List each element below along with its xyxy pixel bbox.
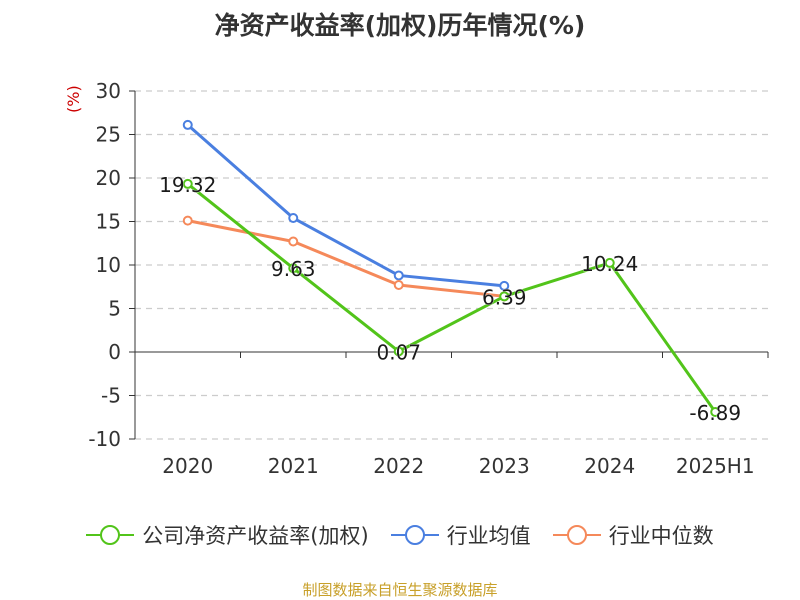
data-label: 9.63 <box>271 257 316 281</box>
legend-label-company: 公司净资产收益率(加权) <box>142 524 369 548</box>
y-tick-label: 0 <box>108 340 121 364</box>
data-point <box>499 280 510 291</box>
data-point <box>288 213 299 224</box>
y-tick-label: -5 <box>101 384 121 408</box>
legend-swatch-industry-median <box>552 523 601 547</box>
data-point <box>499 291 510 302</box>
data-point <box>393 270 404 281</box>
chart-legend: 公司净资产收益率(加权) 行业均值 行业中位数 <box>0 520 800 550</box>
series-line <box>186 219 506 298</box>
data-label: -6.89 <box>689 401 741 425</box>
data-source-note: 制图数据来自恒生聚源数据库 <box>302 581 498 599</box>
x-tick-label: 2025H1 <box>676 454 755 478</box>
data-point <box>604 257 615 268</box>
data-point <box>182 215 193 226</box>
data-point <box>182 119 193 130</box>
data-label: 10.24 <box>581 252 638 276</box>
legend-dot-industry-mean <box>404 525 425 545</box>
legend-item-company[interactable]: 公司净资产收益率(加权) <box>86 520 369 550</box>
data-label: 19.32 <box>159 173 216 197</box>
data-point <box>288 263 299 274</box>
legend-dot-company <box>100 525 121 545</box>
series-line <box>186 182 717 414</box>
x-tick-label: 2023 <box>479 454 530 478</box>
data-point <box>393 280 404 291</box>
x-tick-label: 2024 <box>584 454 635 478</box>
y-tick-label: 30 <box>96 79 121 103</box>
data-point <box>182 178 193 189</box>
legend-label-industry-mean: 行业均值 <box>446 524 531 548</box>
y-tick-label: 15 <box>96 210 121 234</box>
legend-swatch-industry-mean <box>390 523 439 547</box>
legend-swatch-company <box>86 523 135 547</box>
data-label: 6.39 <box>482 285 527 309</box>
data-point <box>393 346 404 357</box>
data-point <box>710 406 721 417</box>
y-tick-label: 10 <box>96 253 121 277</box>
legend-label-industry-median: 行业中位数 <box>608 524 714 548</box>
series-line <box>186 123 506 288</box>
x-tick-label: 2022 <box>373 454 424 478</box>
data-label: 0.07 <box>376 340 421 364</box>
legend-item-industry-median[interactable]: 行业中位数 <box>552 520 714 550</box>
legend-item-industry-mean[interactable]: 行业均值 <box>390 520 531 550</box>
x-tick-label: 2021 <box>268 454 319 478</box>
y-tick-label: 20 <box>96 166 121 190</box>
y-tick-label: -10 <box>88 427 121 451</box>
x-tick-label: 2020 <box>162 454 213 478</box>
chart-title: 净资产收益率(加权)历年情况(%) <box>214 11 586 40</box>
legend-dot-industry-median <box>566 525 587 545</box>
y-tick-label: 5 <box>108 297 121 321</box>
data-point <box>288 236 299 247</box>
y-tick-label: 25 <box>96 123 121 147</box>
